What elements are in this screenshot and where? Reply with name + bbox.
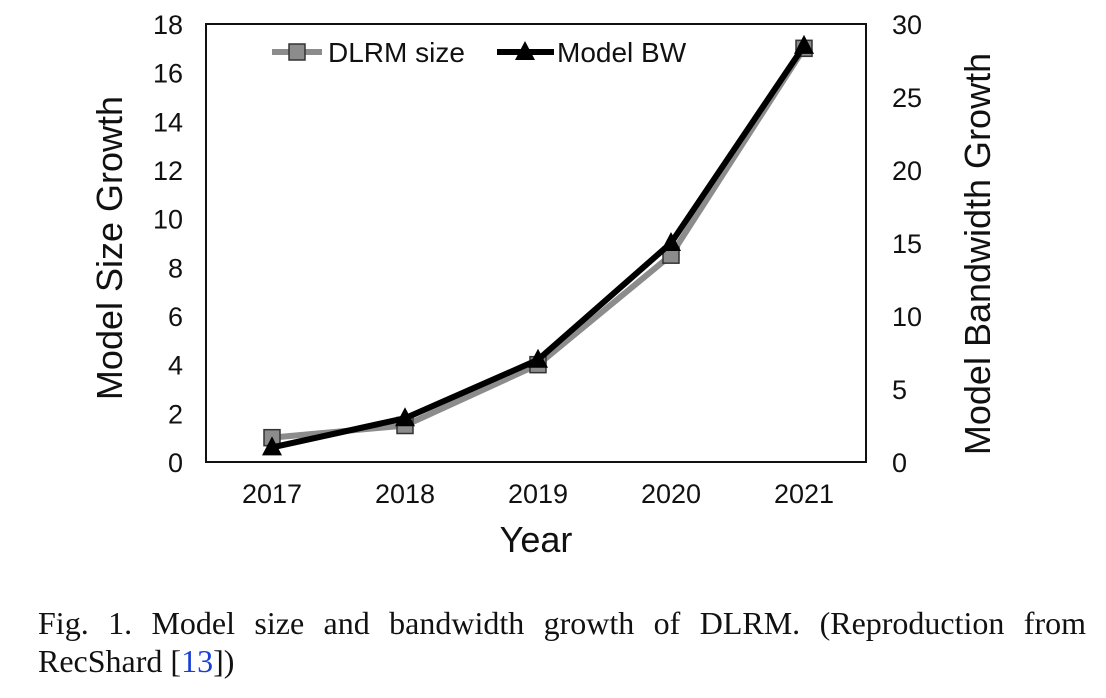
left-tick-label: 10 (153, 205, 183, 235)
marker-model-bw (262, 436, 282, 456)
right-tick-label: 25 (892, 83, 922, 113)
x-tick-label: 2017 (242, 479, 302, 509)
legend-marker-dlrm-size (288, 43, 306, 61)
marker-model-bw (395, 407, 415, 427)
caption-line-1: Fig. 1. Model size and bandwidth growth … (38, 605, 1086, 641)
x-axis-ticks: 2017 2018 2019 2020 2021 (242, 479, 834, 509)
x-axis-title: Year (500, 519, 573, 560)
x-tick-label: 2018 (375, 479, 435, 509)
right-axis-ticks: 0 5 10 15 20 25 30 (892, 10, 922, 478)
left-axis-ticks: 0 2 4 6 8 10 12 14 16 18 (153, 10, 183, 478)
marker-model-bw (661, 232, 681, 251)
marker-model-bw (794, 34, 814, 54)
legend: DLRM size Model BW (272, 37, 687, 68)
series-model-bw (262, 34, 814, 456)
series-layer (262, 34, 814, 456)
left-tick-label: 4 (168, 351, 183, 381)
reference-link[interactable]: 13 (181, 643, 214, 679)
x-tick-label: 2020 (641, 479, 701, 509)
left-tick-label: 14 (153, 107, 183, 137)
legend-label-model-bw: Model BW (557, 37, 687, 68)
legend-label-dlrm-size: DLRM size (328, 37, 465, 68)
right-tick-label: 0 (892, 448, 907, 478)
series-line-model-bw (271, 44, 807, 451)
right-tick-label: 15 (892, 229, 922, 259)
right-axis-title: Model Bandwidth Growth (957, 53, 998, 455)
left-tick-label: 12 (153, 156, 183, 186)
left-tick-label: 8 (168, 253, 183, 283)
plot-area-frame (205, 23, 867, 463)
marker-model-bw (528, 348, 548, 368)
left-tick-label: 2 (168, 399, 183, 429)
caption-line-2-prefix: RecShard [ (38, 643, 182, 679)
left-tick-label: 6 (168, 302, 183, 332)
left-tick-label: 18 (153, 10, 183, 40)
legend-marker-model-bw (515, 41, 535, 60)
x-tick-label: 2019 (508, 479, 568, 509)
series-line-dlrm-size (271, 46, 807, 441)
caption-line-2: RecShard [13]) (38, 642, 1086, 680)
right-tick-label: 20 (892, 156, 922, 186)
figure-caption: Fig. 1. Model size and bandwidth growth … (38, 604, 1086, 680)
x-tick-label: 2021 (774, 479, 834, 509)
left-tick-label: 0 (168, 448, 183, 478)
caption-line-2-suffix: ]) (213, 643, 235, 679)
left-axis-title: Model Size Growth (89, 96, 130, 400)
right-tick-label: 5 (892, 375, 907, 405)
right-tick-label: 10 (892, 302, 922, 332)
series-dlrm-size (263, 39, 813, 447)
right-tick-label: 30 (892, 10, 922, 40)
left-tick-label: 16 (153, 59, 183, 89)
